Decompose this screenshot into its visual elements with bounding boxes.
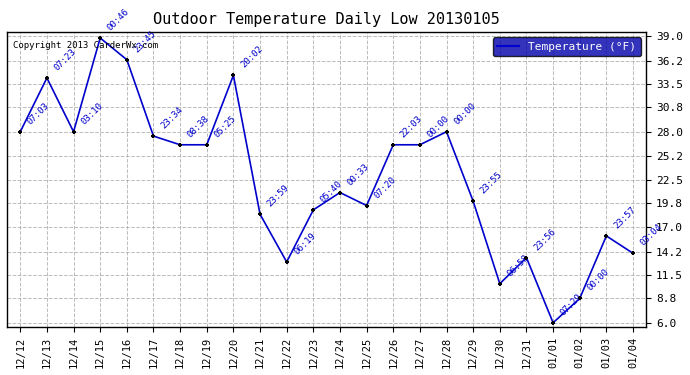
Text: 23:34: 23:34 [159,105,184,130]
Text: 07:29: 07:29 [559,292,584,317]
Text: 23:57: 23:57 [612,205,638,230]
Point [175,142,186,148]
Point [281,259,292,265]
Point [627,250,638,256]
Text: 06:19: 06:19 [293,231,317,256]
Point [228,72,239,78]
Point [441,129,452,135]
Text: 00:33: 00:33 [346,162,371,187]
Point [148,133,159,139]
Title: Outdoor Temperature Daily Low 20130105: Outdoor Temperature Daily Low 20130105 [153,12,500,27]
Point [574,296,585,302]
Text: 07:03: 07:03 [26,101,51,126]
Text: 00:00: 00:00 [452,101,477,126]
Point [201,142,213,148]
Text: Copyright 2013 CarderWx.com: Copyright 2013 CarderWx.com [13,41,159,50]
Point [121,57,132,63]
Legend: Temperature (°F): Temperature (°F) [493,38,641,56]
Point [68,129,79,135]
Point [95,35,106,41]
Text: 06:58: 06:58 [505,253,531,278]
Text: 23:59: 23:59 [266,183,291,209]
Text: 22:03: 22:03 [399,114,424,139]
Point [308,207,319,213]
Text: 00:46: 00:46 [106,7,131,33]
Point [415,142,426,148]
Text: 23:56: 23:56 [532,227,558,252]
Text: 08:38: 08:38 [186,114,211,139]
Text: 00:00: 00:00 [426,114,451,139]
Text: 07:20: 07:20 [372,175,397,200]
Point [388,142,399,148]
Text: 00:00: 00:00 [585,267,611,293]
Point [521,255,532,261]
Text: 03:04: 03:04 [638,222,664,248]
Text: 03:10: 03:10 [79,101,104,126]
Point [361,202,372,208]
Point [468,198,479,204]
Point [601,233,612,239]
Point [494,280,505,286]
Text: 23:45: 23:45 [132,29,158,54]
Text: 20:02: 20:02 [239,44,264,70]
Point [335,189,346,195]
Text: 07:23: 07:23 [52,47,78,72]
Text: 05:25: 05:25 [213,114,237,139]
Text: 05:40: 05:40 [319,179,344,204]
Point [41,75,52,81]
Point [255,211,266,217]
Text: 23:55: 23:55 [479,170,504,196]
Point [548,320,559,326]
Point [14,129,26,135]
